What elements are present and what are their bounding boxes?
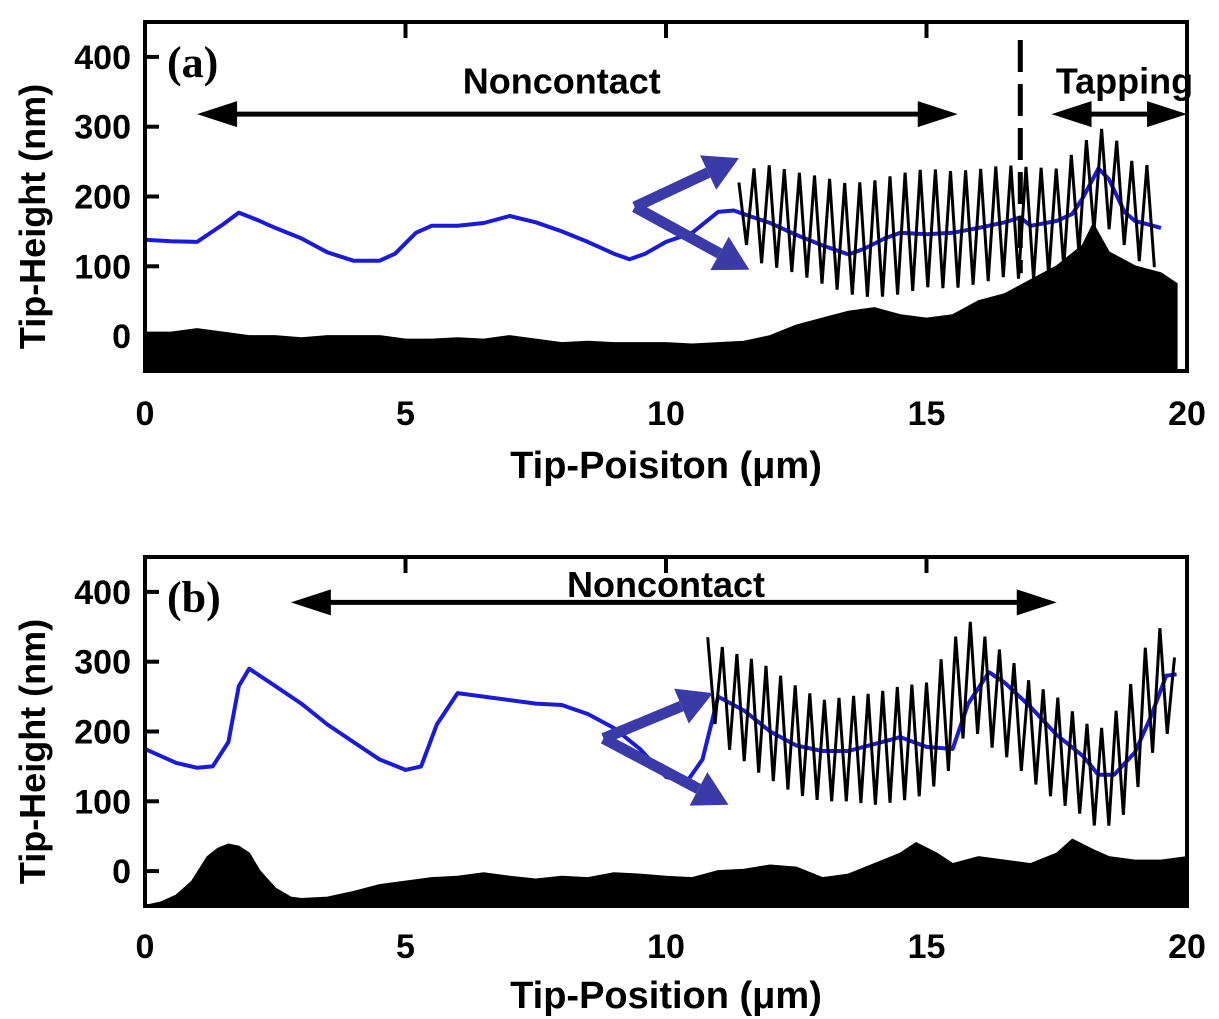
panel-b-y-tick-label: 0 (112, 853, 131, 891)
panel-b-x-axis-label: Tip-Position (μm) (510, 975, 822, 1017)
panel-a-x-axis-label: Tip-Poisiton (μm) (510, 445, 822, 487)
panel-a-surface-profile (144, 222, 1178, 372)
panel-b-label: (b) (167, 573, 221, 622)
panel-a-annotation-arrowhead-left-1 (1051, 101, 1092, 128)
panel-b-x-tick-label: 0 (136, 928, 155, 966)
panel-a-y-tick-label: 300 (74, 109, 131, 147)
panel-a-series (144, 128, 1178, 372)
panel-a-y-axis-label: Tip-Height (nm) (12, 84, 53, 349)
panel-a-marker-arrow-lower-head (710, 236, 750, 271)
panel-b-marker-arrow-upper-head (674, 688, 713, 724)
panel-a-label: (a) (167, 38, 218, 87)
panel-a-annotation-arrowhead-left-0 (197, 101, 238, 128)
panel-a-y-tick-label: 100 (74, 248, 131, 286)
panel-b-y-tick-label: 200 (74, 714, 131, 752)
panel-a-marker-arrow-upper-head (700, 155, 739, 190)
panel-a-x-tick-label: 20 (1168, 395, 1206, 433)
panel-b-marker-arrow-lower-head (689, 772, 729, 806)
panel-a: Noncontact Tapping 0 5 10 15 200100200300400 … (12, 20, 1206, 487)
panel-b-y-tick-label: 400 (74, 574, 131, 612)
panel-a-x-tick-label: 0 (136, 395, 155, 433)
panel-a-annotations: Noncontact Tapping (197, 40, 1193, 274)
panel-b-y-axis-label: Tip-Height (nm) (12, 619, 53, 884)
panel-b-marker-arrow-lower-shaft (600, 733, 702, 794)
panel-b-annotation-arrowhead-left-0 (290, 589, 331, 616)
panel-a-annotation-label-1: Tapping (1056, 60, 1193, 101)
panel-b-x-tick-label: 5 (396, 928, 415, 966)
panel-b-y-tick-label: 300 (74, 644, 131, 682)
panel-a-annotation-arrowhead-right-1 (1147, 101, 1187, 128)
panel-a-marker-arrow-lower-shaft (632, 202, 723, 259)
panel-a-annotation-arrowhead-right-0 (917, 101, 958, 128)
panel-a-y-tick-label: 0 (112, 318, 131, 356)
panel-b-x-tick-label: 20 (1168, 928, 1206, 966)
panel-a-x-tick-label: 5 (396, 395, 415, 433)
panel-b-x-tick-label: 10 (647, 928, 685, 966)
panel-b-surface-profile (144, 838, 1188, 907)
panel-a-oscillation-line (737, 128, 1156, 297)
panel-b-x-tick-label: 15 (908, 928, 946, 966)
panel-a-x-tick-label: 10 (647, 395, 685, 433)
panel-b-marker-arrow-upper-shaft (601, 701, 684, 744)
panel-a-marker-arrow-upper-shaft (632, 167, 711, 212)
panel-a-y-tick-label: 400 (74, 39, 131, 77)
panel-a-x-tick-label: 15 (908, 395, 946, 433)
panel-a-annotation-label-0: Noncontact (463, 60, 661, 101)
panel-b-oscillation-line (706, 621, 1176, 826)
panel-b-annotation-arrowhead-right-0 (1016, 589, 1057, 616)
panel-b-series (144, 621, 1188, 907)
panel-a-y-tick-label: 200 (74, 179, 131, 217)
panel-b-y-tick-label: 100 (74, 783, 131, 821)
